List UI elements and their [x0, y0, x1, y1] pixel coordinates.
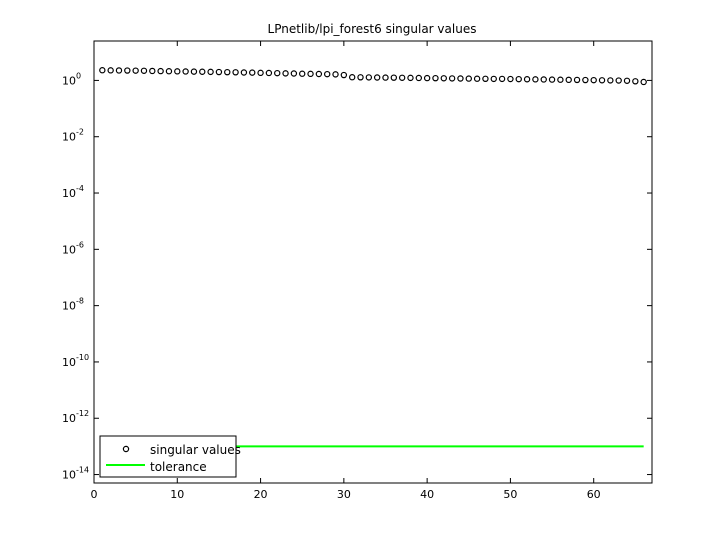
singular-value-point — [107, 67, 114, 74]
singular-value-point — [473, 75, 481, 82]
y-tick-label: 10-8 — [62, 297, 84, 313]
singular-value-point — [207, 68, 214, 76]
legend-box — [99, 435, 237, 478]
singular-value-point — [565, 76, 572, 84]
singular-value-point — [190, 68, 198, 75]
legend-marker-singular-values — [122, 445, 130, 453]
y-tick-label: 10-4 — [62, 184, 84, 200]
singular-value-point — [607, 77, 614, 84]
singular-value-point — [548, 76, 556, 83]
y-tick-label: 10-2 — [62, 128, 84, 144]
singular-value-point — [240, 69, 248, 76]
singular-value-point — [523, 76, 531, 83]
legend: singular values tolerance — [99, 435, 241, 478]
singular-value-point — [623, 77, 631, 84]
singular-value-point — [182, 68, 189, 75]
singular-value-point — [590, 76, 597, 84]
singular-value-point — [515, 75, 522, 83]
singular-value-point — [257, 69, 264, 77]
singular-value-point — [232, 69, 239, 76]
plot-frame — [93, 40, 653, 484]
singular-value-point — [132, 67, 139, 74]
singular-value-point — [423, 74, 431, 82]
singular-value-point — [357, 74, 364, 81]
singular-value-point — [290, 70, 298, 77]
singular-value-point — [457, 75, 464, 82]
singular-value-point — [640, 78, 647, 86]
singular-value-point — [507, 75, 514, 83]
singular-value-point — [632, 78, 639, 85]
singular-value-point — [249, 69, 256, 76]
y-tick-label: 10-12 — [62, 409, 89, 425]
singular-value-point — [332, 71, 339, 78]
singular-value-point — [440, 75, 447, 82]
singular-value-point — [115, 67, 123, 74]
x-tick-label: 60 — [587, 488, 601, 501]
singular-value-point — [448, 75, 456, 82]
x-tick-label: 40 — [420, 488, 434, 501]
singular-value-point — [415, 74, 423, 82]
singular-value-point — [540, 76, 547, 83]
y-tick-label: 10-10 — [62, 353, 89, 369]
x-tick-label: 50 — [503, 488, 517, 501]
y-tick-label: 10-14 — [62, 466, 89, 482]
singular-value-point — [124, 67, 131, 74]
x-axis: 0 10 20 30 40 50 60 — [91, 41, 601, 501]
chart-title: LPnetlib/lpi_forest6 singular values — [268, 22, 477, 36]
singular-value-point — [149, 67, 156, 75]
y-tick-label: 10-6 — [62, 240, 84, 256]
singular-value-point — [432, 74, 439, 82]
singular-value-point — [573, 76, 581, 84]
singular-value-point — [299, 70, 306, 77]
singular-value-point — [199, 68, 206, 75]
singular-value-point — [557, 76, 564, 83]
singular-value-point — [373, 74, 381, 81]
singular-value-point — [398, 74, 406, 81]
singular-value-point — [99, 67, 106, 74]
singular-value-point — [615, 77, 622, 84]
singular-value-point — [140, 67, 148, 74]
x-tick-label: 10 — [170, 488, 184, 501]
singular-value-point — [365, 74, 373, 81]
singular-value-point — [315, 70, 323, 78]
singular-value-point — [174, 68, 181, 75]
singular-value-point — [165, 68, 173, 75]
x-tick-label: 20 — [254, 488, 268, 501]
singular-value-point — [390, 74, 398, 81]
legend-label-singular-values: singular values — [150, 443, 241, 457]
singular-value-point — [224, 68, 231, 76]
singular-value-point — [532, 76, 539, 83]
singular-value-point — [282, 70, 289, 77]
singular-value-point — [482, 75, 489, 83]
y-axis: 100 10-2 10-4 10-6 10-8 10-10 10-12 10-14 — [62, 71, 652, 482]
singular-value-point — [490, 75, 497, 83]
singular-value-point — [348, 74, 356, 81]
singular-value-point — [340, 71, 348, 79]
singular-value-point — [215, 68, 223, 76]
x-tick-label: 30 — [337, 488, 351, 501]
singular-value-point — [265, 69, 273, 77]
singular-value-point — [465, 75, 472, 82]
singular-value-point — [598, 77, 606, 84]
singular-value-point — [407, 74, 414, 82]
singular-value-point — [157, 67, 164, 75]
singular-value-point — [498, 75, 506, 83]
y-tick-label: 100 — [62, 71, 81, 87]
legend-label-tolerance: tolerance — [150, 460, 207, 474]
singular-value-point — [382, 74, 389, 81]
singular-value-point — [274, 69, 281, 77]
singular-value-point — [323, 70, 331, 78]
singular-value-point — [307, 70, 314, 78]
singular-value-point — [582, 76, 589, 84]
x-tick-label: 0 — [91, 488, 98, 501]
